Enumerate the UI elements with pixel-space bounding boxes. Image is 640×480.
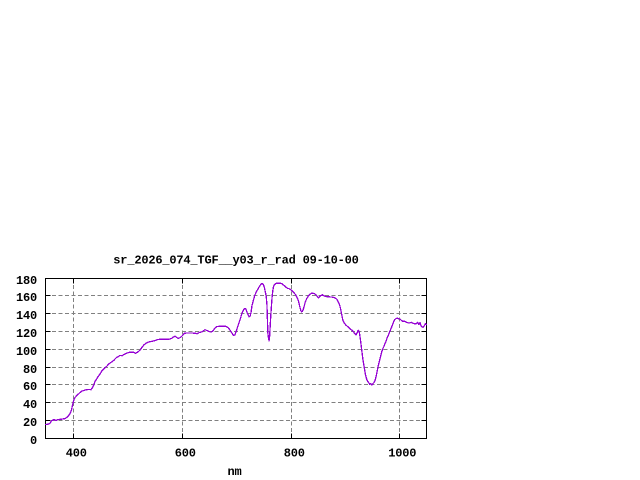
svg-text:120: 120 xyxy=(16,327,37,341)
svg-text:1000: 1000 xyxy=(388,447,416,461)
svg-text:160: 160 xyxy=(16,291,37,305)
svg-text:20: 20 xyxy=(23,416,37,430)
svg-text:nm: nm xyxy=(227,465,241,479)
svg-text:800: 800 xyxy=(284,447,305,461)
svg-text:180: 180 xyxy=(16,274,37,288)
svg-text:0: 0 xyxy=(30,434,37,448)
svg-text:sr_2026_074_TGF__y03_r_rad 09-: sr_2026_074_TGF__y03_r_rad 09-10-00 xyxy=(113,254,358,268)
svg-text:600: 600 xyxy=(175,447,196,461)
svg-text:100: 100 xyxy=(16,345,37,359)
svg-text:80: 80 xyxy=(23,363,37,377)
svg-text:400: 400 xyxy=(66,447,87,461)
svg-text:140: 140 xyxy=(16,309,37,323)
svg-text:40: 40 xyxy=(23,398,37,412)
svg-text:60: 60 xyxy=(23,380,37,394)
